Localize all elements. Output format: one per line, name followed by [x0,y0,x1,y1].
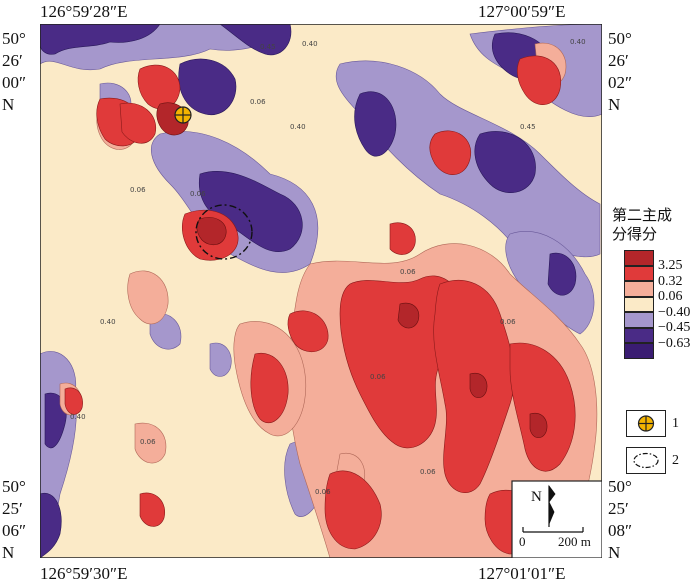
legend-symbol-2-label: 2 [672,453,679,468]
anomaly-outline [195,204,253,260]
mine-symbol-marker [174,106,192,124]
contour-label: 0.06 [315,488,331,496]
contour-label: 0.40 [100,318,116,326]
contour-label: 0.06 [500,318,516,326]
legend-swatch [624,343,654,359]
contour-label: 0.40 [302,40,318,48]
dark-purple-zones [40,24,577,558]
legend-swatch [624,327,654,343]
contour-label: 0.45 [520,123,536,131]
contour-label: 0.06 [400,268,416,276]
legend-label: 0.06 [658,289,683,304]
contour-label: 0.06 [140,438,156,446]
lat-top-right: 50° 26′ 02″ N [608,29,633,114]
contour-label: 0.40 [570,38,586,46]
contour-label: 0.06 [250,98,266,106]
lat-top-left: 50° 26′ 00″ N [2,29,27,114]
north-label: N [531,489,542,505]
legend-label: −0.45 [658,320,691,335]
legend-swatch [624,296,654,312]
legend-title-line2: 分得分 [612,225,658,243]
legend-symbol-1 [626,410,666,437]
legend-symbol-2 [626,447,666,474]
lat-bottom-right: 50° 25′ 08″ N [608,477,633,562]
contour-map: 0.45 0.40 0.06 0.06 0.06 0.40 0.06 0.45 … [40,24,602,558]
coord-bottom-left: 126°59′30″E [40,564,128,583]
contour-label: 0.45 [260,43,276,51]
legend-label: −0.40 [658,304,691,320]
coord-bottom-right: 127°01′01″E [478,564,566,583]
legend-label: 3.25 [658,258,683,273]
scale-bar-box: N 0 200 m [511,480,602,558]
coord-top-left: 126°59′28″E [40,2,128,21]
legend-label: −0.63 [658,335,691,351]
lat-bottom-left: 50° 25′ 06″ N [2,477,27,562]
contour-label: 0.06 [190,190,206,198]
legend-symbol-1-label: 1 [672,416,679,431]
legend-swatch [624,312,654,328]
legend-title: 第二主成 分得分 [612,206,692,244]
contour-label: 0.40 [70,413,86,421]
legend-label: 0.32 [658,273,683,289]
contour-label: 0.06 [370,373,386,381]
legend-swatch [624,281,654,297]
contour-label: 0.40 [290,123,306,131]
legend-swatch [624,250,654,266]
contour-label: 0.06 [130,186,146,194]
contour-labels: 0.45 0.40 0.06 0.06 0.06 0.40 0.06 0.45 … [70,38,586,496]
legend-swatch [624,265,654,281]
coord-top-right: 127°00′59″E [478,2,566,21]
scale-zero: 0 [519,534,526,549]
legend-title-line1: 第二主成 [612,206,673,224]
scale-distance: 200 m [558,534,591,549]
contour-label: 0.06 [420,468,436,476]
